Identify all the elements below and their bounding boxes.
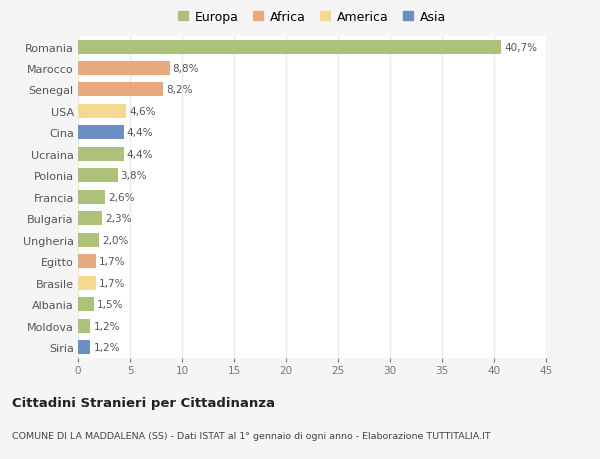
Bar	[78, 233, 99, 247]
Text: 2,3%: 2,3%	[105, 214, 131, 224]
Bar	[78, 147, 124, 162]
Text: 2,0%: 2,0%	[102, 235, 128, 245]
Text: 4,4%: 4,4%	[127, 150, 154, 160]
Text: 1,2%: 1,2%	[94, 321, 120, 331]
Bar	[78, 212, 102, 226]
Text: 1,2%: 1,2%	[94, 342, 120, 353]
Text: 3,8%: 3,8%	[121, 171, 147, 181]
Text: 40,7%: 40,7%	[505, 42, 538, 52]
Legend: Europa, Africa, America, Asia: Europa, Africa, America, Asia	[178, 11, 446, 24]
Bar	[78, 40, 501, 54]
Text: 1,7%: 1,7%	[99, 257, 125, 267]
Text: 1,5%: 1,5%	[97, 299, 123, 309]
Bar	[78, 341, 91, 354]
Bar	[78, 62, 170, 76]
Text: 2,6%: 2,6%	[108, 192, 134, 202]
Bar	[78, 297, 94, 311]
Bar	[78, 255, 95, 269]
Text: Cittadini Stranieri per Cittadinanza: Cittadini Stranieri per Cittadinanza	[12, 396, 275, 409]
Text: 8,8%: 8,8%	[173, 64, 199, 74]
Bar	[78, 276, 95, 290]
Text: 8,2%: 8,2%	[166, 85, 193, 95]
Text: COMUNE DI LA MADDALENA (SS) - Dati ISTAT al 1° gennaio di ogni anno - Elaborazio: COMUNE DI LA MADDALENA (SS) - Dati ISTAT…	[12, 431, 491, 440]
Bar	[78, 190, 105, 204]
Text: 4,6%: 4,6%	[129, 106, 155, 117]
Bar	[78, 169, 118, 183]
Text: 4,4%: 4,4%	[127, 128, 154, 138]
Bar	[78, 105, 126, 118]
Text: 1,7%: 1,7%	[99, 278, 125, 288]
Bar	[78, 126, 124, 140]
Bar	[78, 84, 163, 97]
Bar	[78, 319, 91, 333]
